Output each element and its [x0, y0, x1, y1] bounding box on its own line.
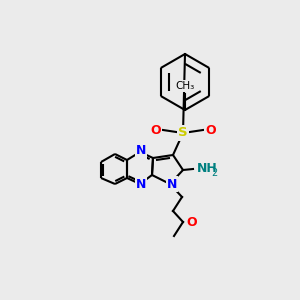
Text: N: N — [136, 145, 146, 158]
Text: O: O — [186, 215, 196, 229]
Text: CH₃: CH₃ — [176, 81, 195, 91]
Text: O: O — [150, 124, 161, 136]
Text: NH: NH — [197, 161, 218, 175]
Text: O: O — [205, 124, 216, 136]
Text: N: N — [167, 178, 177, 190]
Text: S: S — [178, 127, 188, 140]
Text: N: N — [136, 178, 146, 191]
Text: 2: 2 — [211, 168, 217, 178]
